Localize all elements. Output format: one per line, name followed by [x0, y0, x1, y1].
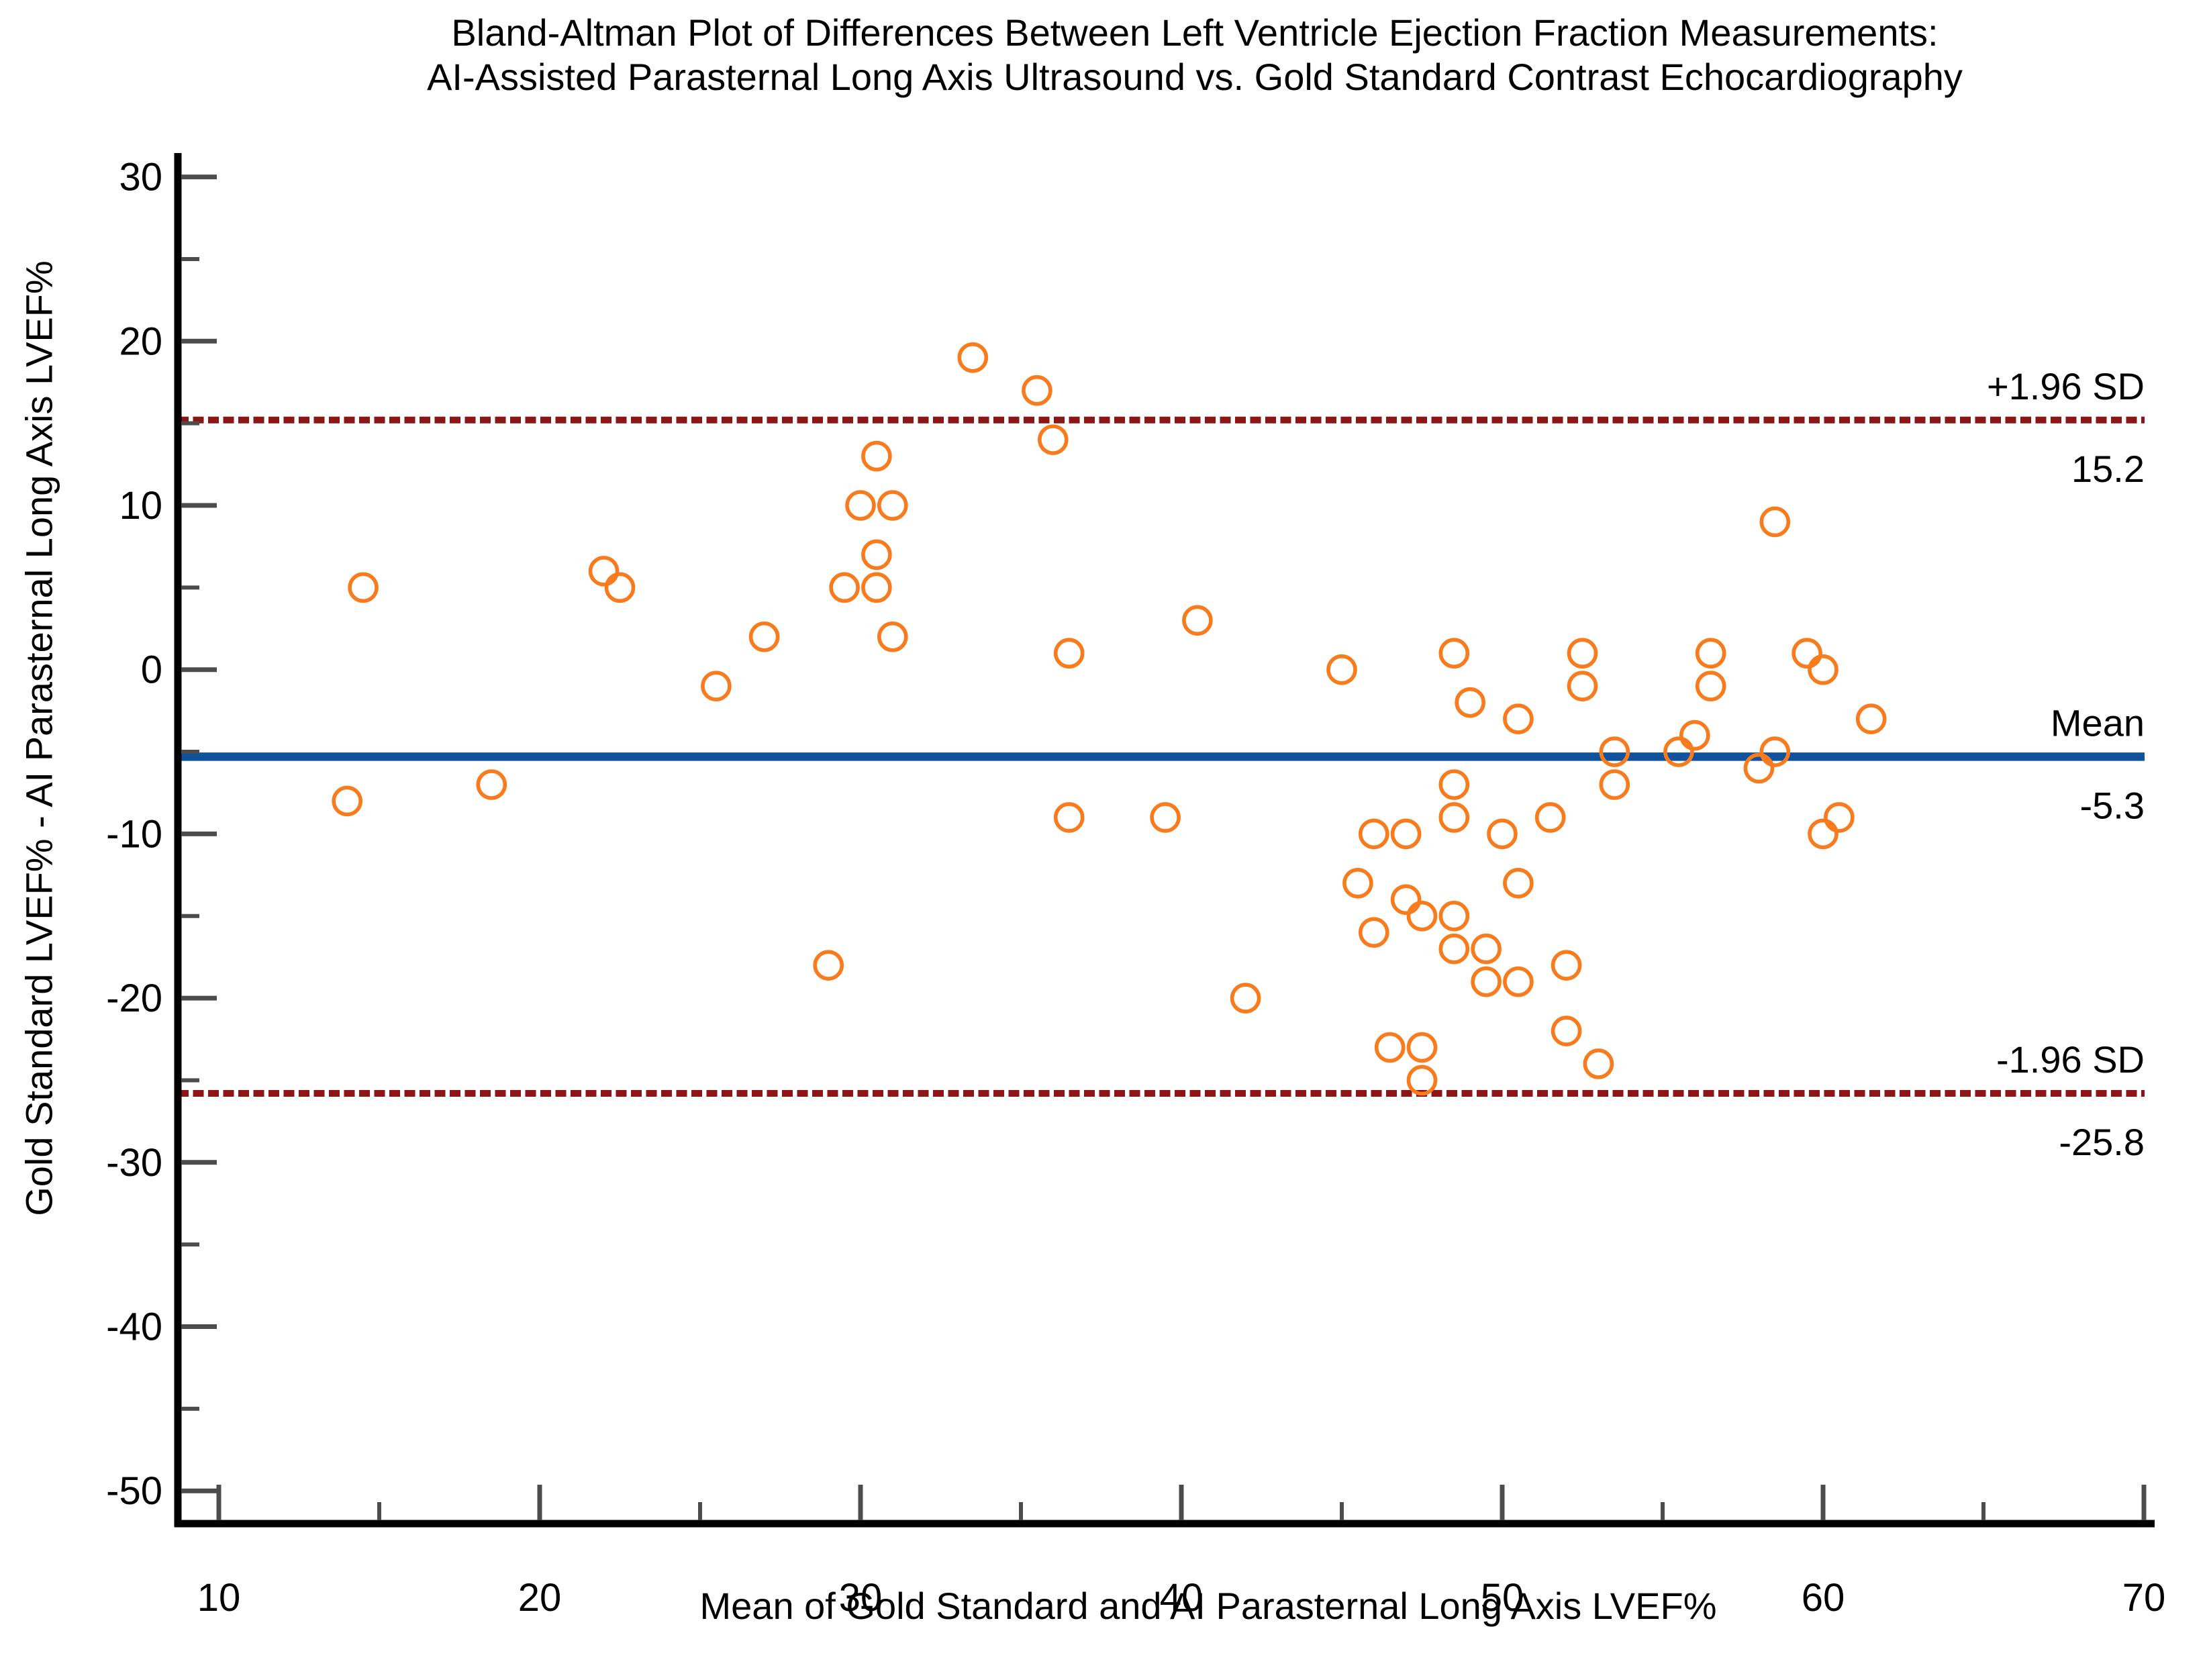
- data-point: [1599, 769, 1630, 800]
- data-point: [1808, 654, 1838, 685]
- data-point: [1022, 375, 1052, 406]
- data-point: [1759, 506, 1791, 538]
- data-point: [861, 539, 892, 571]
- data-point: [1438, 802, 1470, 833]
- chart-title-line1: Bland-Altman Plot of Differences Between…: [451, 11, 1939, 54]
- data-point: [861, 572, 892, 603]
- data-point: [1792, 638, 1822, 669]
- x-tick-label: 50: [1481, 1576, 1524, 1620]
- data-point: [829, 572, 860, 603]
- data-point: [1182, 605, 1213, 636]
- data-point: [1150, 802, 1181, 833]
- mean-label: Mean: [2051, 701, 2145, 744]
- data-point: [1551, 1016, 1582, 1046]
- data-point: [845, 490, 876, 521]
- data-point: [1406, 1032, 1438, 1063]
- data-point: [1342, 868, 1373, 899]
- data-point: [877, 621, 908, 652]
- data-point: [1679, 720, 1710, 751]
- data-point: [1503, 966, 1534, 997]
- data-point: [1663, 736, 1694, 767]
- x-tick-label: 20: [518, 1576, 562, 1620]
- data-point: [1583, 1048, 1614, 1079]
- data-point: [476, 769, 507, 800]
- chart-title: Bland-Altman Plot of Differences Between…: [183, 11, 2207, 99]
- data-point: [1390, 884, 1422, 916]
- mean-value: -5.3: [2080, 784, 2145, 826]
- data-point: [1471, 966, 1502, 997]
- data-point: [1487, 818, 1518, 850]
- data-point: [1390, 818, 1422, 850]
- data-point: [1503, 703, 1534, 734]
- data-point: [1438, 638, 1470, 669]
- data-point: [701, 671, 732, 701]
- data-point: [1053, 802, 1085, 833]
- x-tick-label: 10: [197, 1576, 241, 1620]
- x-tick-label: 60: [1802, 1576, 1845, 1620]
- lower-loa-label: -1.96 SD: [1996, 1038, 2145, 1081]
- data-point: [1759, 736, 1791, 767]
- y-tick-label: -30: [106, 1141, 162, 1185]
- data-point: [1406, 1065, 1438, 1096]
- data-point: [1374, 1032, 1406, 1063]
- x-axis-label: Mean of Gold Standard and AI Parasternal…: [699, 1585, 1717, 1627]
- y-tick-label: -40: [106, 1305, 162, 1349]
- y-tick-label: -50: [106, 1469, 162, 1513]
- x-tick-label: 70: [2122, 1576, 2166, 1620]
- data-point: [1855, 703, 1887, 734]
- y-tick-label: 20: [119, 319, 162, 363]
- data-point: [1038, 424, 1069, 455]
- data-point: [957, 342, 989, 373]
- y-axis-label: Gold Standard LVEF% - AI Parasternal Lon…: [17, 260, 60, 1216]
- data-point: [1695, 638, 1726, 669]
- data-point: [1053, 638, 1085, 669]
- data-point: [588, 556, 620, 587]
- data-point: [332, 785, 363, 817]
- data-point: [604, 572, 636, 603]
- data-point: [1326, 654, 1357, 685]
- data-point: [1551, 950, 1582, 981]
- x-tick-label: 40: [1160, 1576, 1204, 1620]
- upper-loa-label: +1.96 SD: [1987, 365, 2145, 407]
- data-point: [877, 490, 908, 521]
- data-point: [1503, 868, 1534, 899]
- data-point: [1599, 736, 1630, 767]
- lower-loa-value: -25.8: [2059, 1121, 2145, 1163]
- data-point: [813, 950, 844, 981]
- data-point: [1567, 638, 1598, 669]
- upper-loa-value: 15.2: [2071, 448, 2145, 490]
- data-point: [1567, 671, 1598, 701]
- data-point: [348, 572, 379, 603]
- data-point: [1359, 917, 1389, 948]
- data-point: [1824, 802, 1855, 833]
- data-point: [1230, 983, 1261, 1014]
- y-tick-label: 0: [141, 648, 162, 692]
- y-tick-label: -20: [106, 977, 162, 1020]
- x-tick-label: 30: [839, 1576, 883, 1620]
- y-tick-label: 10: [119, 484, 162, 528]
- data-point: [1471, 933, 1502, 965]
- data-point: [1808, 818, 1838, 850]
- y-tick-label: -10: [106, 812, 162, 856]
- y-tick-label: 30: [119, 156, 162, 199]
- data-point: [1438, 933, 1470, 965]
- data-point: [1406, 900, 1438, 932]
- data-point: [748, 621, 780, 652]
- data-point: [1534, 802, 1566, 833]
- data-point: [1455, 687, 1485, 718]
- data-point: [861, 440, 892, 472]
- data-point: [1695, 671, 1726, 701]
- data-point: [1743, 752, 1775, 784]
- data-point: [1438, 900, 1470, 932]
- chart-title-line2: AI-Assisted Parasternal Long Axis Ultras…: [427, 56, 1963, 98]
- data-point: [1359, 818, 1389, 850]
- data-point: [1438, 769, 1470, 800]
